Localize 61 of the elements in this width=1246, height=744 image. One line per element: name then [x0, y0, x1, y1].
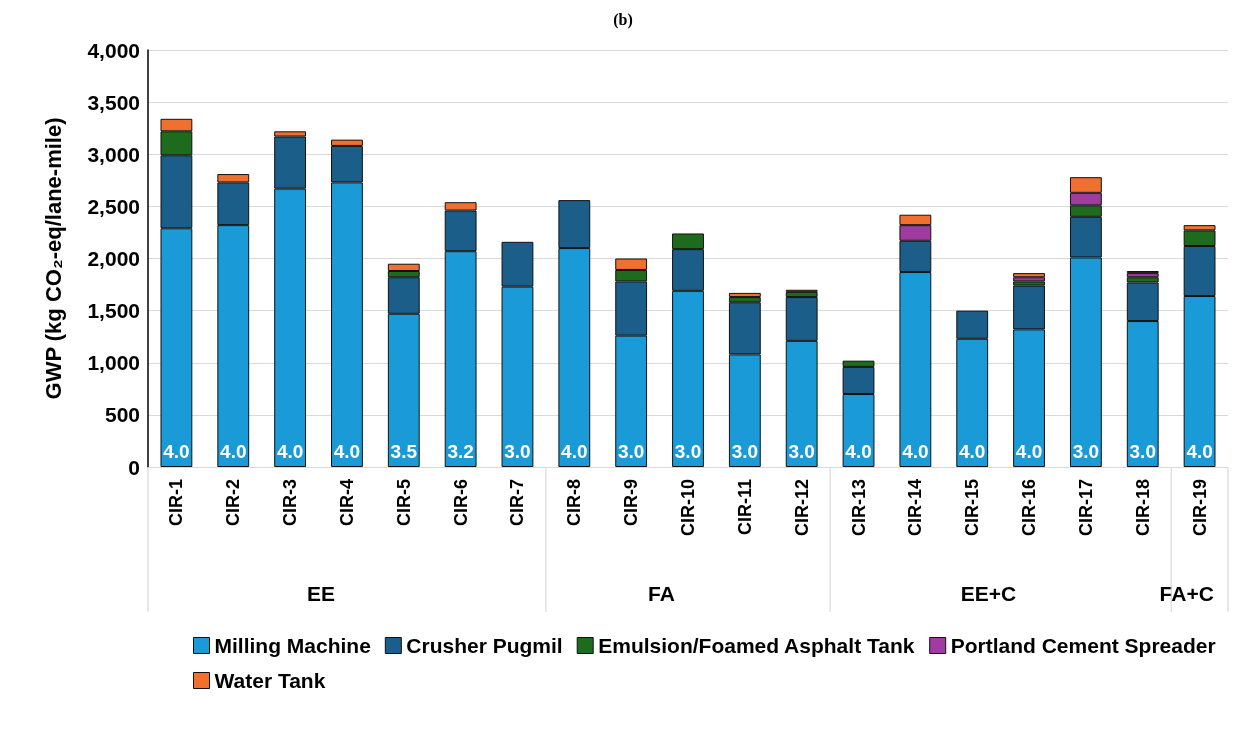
annotation: 3.0 — [617, 441, 645, 462]
y-tick-label: 2,500 — [87, 194, 140, 218]
annotation: 3.5 — [390, 441, 418, 462]
annotation: 4.0 — [1015, 441, 1043, 462]
annotation: 4.0 — [902, 441, 929, 462]
text: FA — [648, 582, 675, 605]
x-tick-label: CIR-18 — [1132, 479, 1153, 537]
annotation: 4.0 — [959, 441, 986, 462]
annotation: 3.2 — [447, 441, 474, 462]
x-tick-label: CIR-7 — [507, 479, 528, 527]
y-tick-label: 500 — [104, 403, 140, 427]
legend-label: Milling Machine — [214, 634, 371, 657]
y-tick-label: 4,000 — [87, 38, 140, 62]
text: EE — [306, 582, 335, 605]
y-tick-label: 2,000 — [87, 247, 140, 270]
x-tick-label: CIR-13 — [848, 479, 869, 537]
legend-label: Crusher Pugmil — [406, 634, 563, 657]
annotation: 3.0 — [674, 441, 702, 462]
text: EE+C — [960, 582, 1017, 605]
annotation: 3.0 — [788, 441, 815, 462]
x-tick-label: CIR-14 — [905, 479, 926, 537]
annotation: 4.0 — [333, 441, 361, 462]
x-tick-label: CIR-4 — [336, 479, 357, 527]
y-tick-label: 1,500 — [87, 299, 140, 323]
x-tick-label: CIR-17 — [1075, 479, 1096, 537]
y-tick-label: 3,500 — [87, 90, 140, 114]
annotation: 3.0 — [1129, 441, 1156, 462]
chart-title: (b) — [613, 10, 633, 29]
x-tick-label: CIR-5 — [393, 479, 414, 527]
x-tick-label: CIR-16 — [1019, 479, 1040, 537]
annotation: 3.0 — [731, 441, 759, 462]
x-tick-label: CIR-11 — [734, 479, 755, 536]
x-tick-label: CIR-8 — [564, 479, 585, 527]
annotation: 4.0 — [220, 441, 247, 462]
bar — [728, 292, 761, 298]
x-tick-label: CIR-3 — [280, 479, 301, 527]
text: FA+C — [1159, 582, 1214, 605]
x-tick-label: CIR-10 — [678, 479, 698, 537]
bar — [1013, 273, 1045, 278]
annotation: 4.0 — [1186, 441, 1213, 462]
annotation: 4.0 — [561, 441, 588, 462]
annotation: 3.0 — [1072, 441, 1100, 462]
x-tick-label: CIR-2 — [223, 479, 244, 527]
x-tick-label: CIR-9 — [621, 479, 642, 527]
legend-label: Emulsion/Foamed Asphalt Tank — [598, 634, 915, 657]
x-tick-label: CIR-12 — [791, 479, 812, 537]
legend-label: Water Tank — [214, 669, 326, 692]
annotation: 4.0 — [163, 441, 190, 462]
y-tick-label: 1,000 — [87, 351, 140, 375]
annotation: 4.0 — [845, 441, 872, 462]
y-tick-label: 3,000 — [87, 142, 140, 166]
annotation: 3.0 — [504, 441, 531, 462]
x-tick-label: CIR-19 — [1189, 479, 1210, 537]
bar — [1013, 277, 1045, 282]
legend-label: Portland Cement Spreader — [950, 634, 1216, 657]
y-tick-label: 0 — [128, 455, 140, 479]
y-axis-title: GWP (kg CO₂-eq/lane-mile) — [40, 117, 66, 400]
annotation: 4.0 — [276, 441, 304, 462]
x-tick-label: CIR-15 — [962, 479, 983, 537]
x-tick-label: CIR-6 — [450, 479, 471, 527]
x-tick-label: CIR-1 — [166, 479, 187, 527]
